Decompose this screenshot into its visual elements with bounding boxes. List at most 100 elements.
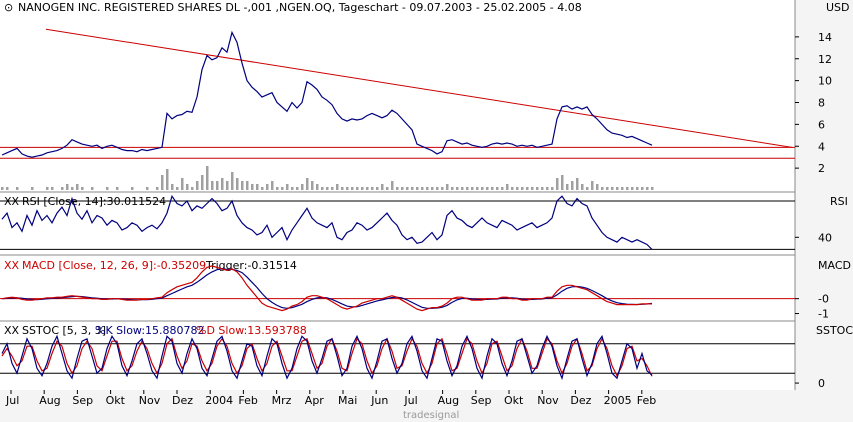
volume-bar (246, 181, 249, 190)
volume-bar (201, 175, 204, 190)
x-tick-label: Aug (438, 394, 459, 407)
volume-bar (531, 187, 534, 190)
y-tick-label: 8 (818, 97, 825, 110)
volume-bar (341, 187, 344, 190)
volume-bar (286, 184, 289, 190)
volume-bar (266, 184, 269, 190)
volume-bar (466, 187, 469, 190)
volume-bar (401, 187, 404, 190)
volume-bar (191, 187, 194, 190)
volume-bar (301, 184, 304, 190)
macd-trigger-label: Trigger:-0.31514 (205, 259, 297, 272)
volume-bar (386, 187, 389, 190)
sstoc-panel: XX SSTOC [5, 3, 3] %K Slow:15.880782 %D … (0, 324, 853, 390)
volume-bar (406, 187, 409, 190)
volume-bar (171, 184, 174, 190)
x-tick-label: Sep (471, 394, 492, 407)
volume-bar (6, 187, 9, 190)
x-tick-label: Jul (5, 394, 19, 407)
volume-bar (566, 184, 569, 190)
volume-bar (556, 178, 559, 190)
x-tick-label: Nov (537, 394, 559, 407)
volume-bar (251, 184, 254, 190)
xx-icon: XX (4, 259, 20, 272)
rsi-levels (0, 200, 795, 250)
volume-bar (296, 187, 299, 190)
x-tick-label: Dez (570, 394, 591, 407)
y-tick-label: -0 (818, 293, 829, 306)
price-series (1, 30, 653, 158)
volume-bar (116, 187, 119, 190)
volume-bar (591, 181, 594, 190)
volume-bar (216, 181, 219, 190)
volume-bar (256, 184, 259, 190)
volume-bar (81, 187, 84, 190)
volume-bar (446, 184, 449, 190)
y-tick-label: 10 (818, 75, 832, 88)
volume-bar (526, 187, 529, 190)
y-tick-label: 4 (818, 140, 825, 153)
volume-bar (491, 187, 494, 190)
x-tick-label: Mrz (272, 394, 292, 407)
volume-bar (441, 187, 444, 190)
x-tick-label: 2004 (205, 394, 233, 407)
volume-bars (1, 166, 654, 190)
right-axis-strip (795, 0, 853, 395)
sstoc-d-label: %D Slow:13.593788 (196, 324, 307, 337)
volume-bar (626, 187, 629, 190)
volume-bar (596, 184, 599, 190)
volume-bar (326, 187, 329, 190)
x-axis-labels: Jul Aug Sep Okt Nov Dez 2004 Feb Mrz Apr Mai Jun Jul… (5, 390, 656, 407)
volume-bar (281, 187, 284, 190)
volume-bar (61, 187, 64, 190)
volume-bar (66, 184, 69, 190)
volume-bar (71, 187, 74, 190)
volume-bar (166, 169, 169, 190)
volume-bar (381, 184, 384, 190)
macd-axis-label: MACD (818, 259, 851, 272)
volume-bar (211, 181, 214, 190)
price-chart-title: NANOGEN INC. REGISTERED SHARES DL -,001 … (18, 1, 582, 14)
sstoc-title: SSTOC [5, 3, 3] (22, 324, 106, 337)
volume-bar (321, 187, 324, 190)
volume-bar (181, 178, 184, 190)
volume-bar (356, 187, 359, 190)
volume-bar (546, 187, 549, 190)
volume-bar (226, 181, 229, 190)
volume-bar (471, 187, 474, 190)
y-tick-label: 14 (818, 31, 832, 44)
sstoc-y-ticks: 0 (795, 377, 825, 390)
volume-bar (421, 187, 424, 190)
volume-bar (616, 187, 619, 190)
volume-bar (481, 187, 484, 190)
volume-bar (331, 187, 334, 190)
x-tick-label: Feb (637, 394, 656, 407)
volume-bar (571, 181, 574, 190)
price-panel: ⊙ NANOGEN INC. REGISTERED SHARES DL -,00… (0, 1, 850, 190)
sstoc-axis-label: SSTOC (816, 324, 853, 337)
x-tick-label: 2005 (604, 394, 632, 407)
volume-bar (541, 187, 544, 190)
price-axis-unit: USD (826, 1, 850, 14)
rsi-panel: XX RSI [Close, 14]:30.011524 RSI 40 (0, 194, 848, 250)
volume-bar (51, 187, 54, 190)
volume-bar (641, 187, 644, 190)
x-tick-label: Mai (338, 394, 357, 407)
open-circle-icon: ⊙ (4, 1, 13, 14)
macd-series (1, 265, 653, 312)
volume-bar (146, 187, 149, 190)
volume-bar (271, 181, 274, 190)
volume-bar (391, 181, 394, 190)
horizontal-lines (0, 146, 795, 159)
volume-bar (311, 181, 314, 190)
y-tick-label: 0 (818, 377, 825, 390)
rsi-line (1, 194, 653, 250)
y-tick-label: 12 (818, 53, 832, 66)
macd-title: MACD [Close, 12, 26, 9]:-0.35209 (22, 259, 206, 272)
volume-bar (156, 187, 159, 190)
volume-bar (196, 181, 199, 190)
y-tick-label: 2 (818, 162, 825, 175)
volume-bar (636, 187, 639, 190)
sstoc-series (1, 334, 653, 381)
volume-bar (456, 187, 459, 190)
